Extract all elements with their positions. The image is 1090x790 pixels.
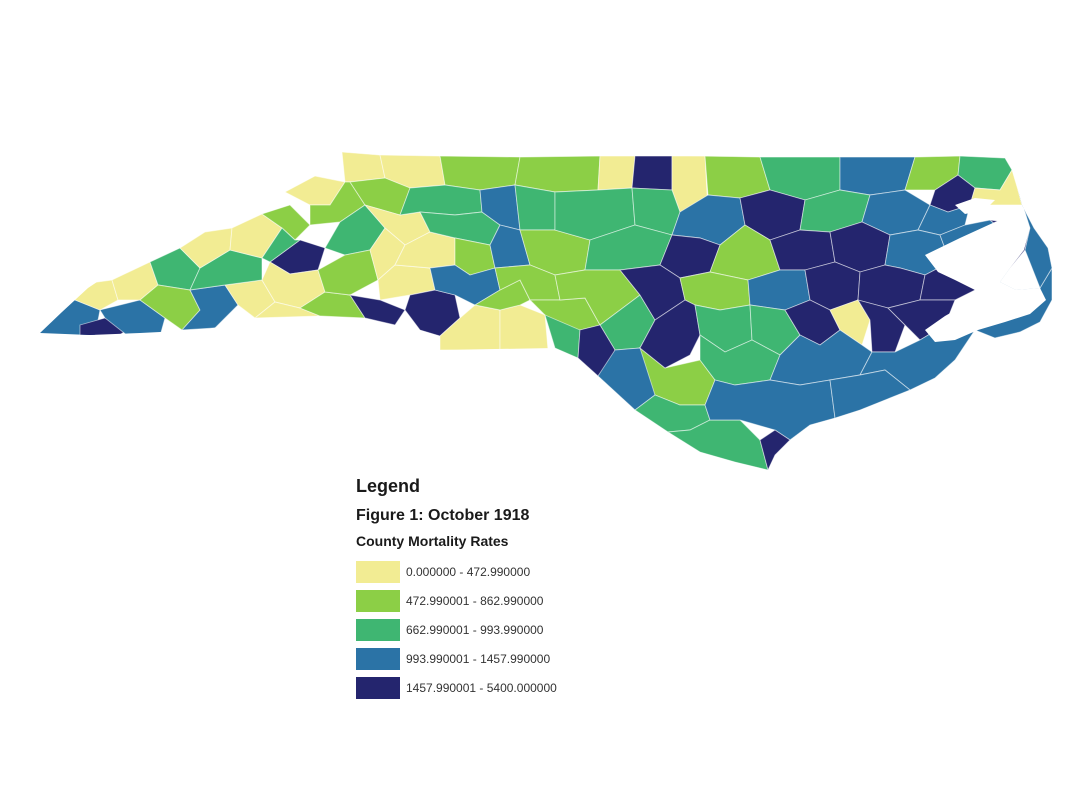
county-polygon [829, 299, 871, 346]
legend-swatch [356, 676, 400, 699]
map-legend: Legend Figure 1: October 1918 County Mor… [356, 476, 557, 702]
legend-swatch [356, 560, 400, 583]
legend-subtitle: County Mortality Rates [356, 533, 509, 549]
legend-item: 993.990001 - 1457.990000 [356, 644, 557, 673]
county-polygon [829, 369, 911, 419]
legend-label: 662.990001 - 993.990000 [406, 622, 544, 637]
legend-swatch [356, 647, 400, 670]
legend-item: 472.990001 - 862.990000 [356, 586, 557, 615]
county-polygon [260, 204, 311, 241]
legend-swatch [356, 618, 400, 641]
legend-label: 1457.990001 - 5400.000000 [406, 680, 557, 695]
sound-water [925, 212, 1046, 342]
county-polygon [1017, 189, 1052, 290]
county-polygon [704, 155, 771, 199]
figure-title: Figure 1: October 1918 [356, 507, 530, 524]
county-polygon [514, 184, 556, 231]
county-polygon [399, 184, 483, 216]
county-polygon [349, 294, 406, 326]
legend-swatch [356, 589, 400, 612]
legend-item: 0.000000 - 472.990000 [356, 557, 557, 586]
county-polygon [404, 289, 461, 337]
legend-label: 993.990001 - 1457.990000 [406, 651, 551, 666]
sound-water-north [955, 198, 995, 214]
county-layer [40, 152, 1052, 470]
county-polygon [341, 152, 386, 183]
legend-title: Legend [356, 476, 421, 496]
legend-item: 662.990001 - 993.990000 [356, 615, 557, 644]
county-polygon [631, 155, 673, 191]
county-polygon [514, 155, 601, 193]
county-polygon [499, 304, 549, 351]
county-polygon [839, 156, 916, 196]
legend-label: 0.000000 - 472.990000 [406, 564, 531, 579]
county-polygon [261, 227, 302, 263]
legend-item: 1457.990001 - 5400.000000 [356, 673, 557, 702]
county-polygon [759, 429, 791, 470]
county-polygon [597, 155, 636, 191]
legend-label: 472.990001 - 862.990000 [406, 593, 544, 608]
county-polygon [439, 155, 521, 191]
county-polygon [317, 249, 379, 296]
